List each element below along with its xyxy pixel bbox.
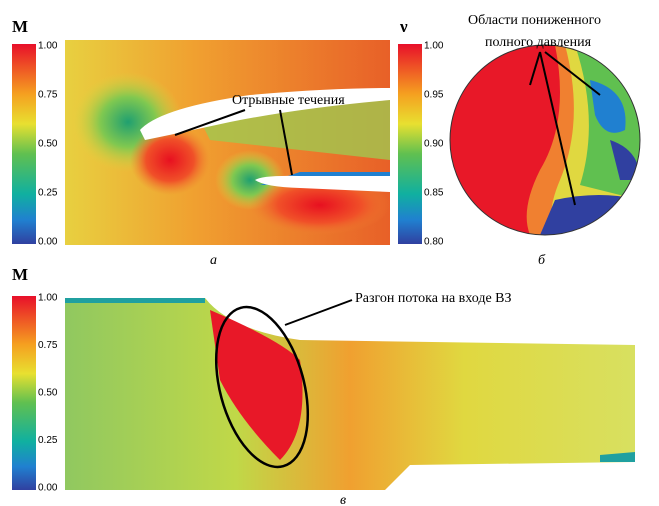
colorbar-tick-label: 0.80 (424, 237, 444, 248)
colorbar-tick-label: 0.75 (38, 340, 58, 351)
colorbar-tick-label: 0.00 (38, 483, 58, 494)
colorbar-title: M (12, 265, 28, 284)
colorbar-tick-label: 0.50 (38, 388, 58, 399)
colorbar-title: M (12, 17, 28, 36)
colorbar-tick-label: 0.95 (424, 90, 444, 101)
colorbar-tick-label: 0.75 (38, 90, 58, 101)
colorbar-tick-label: 1.00 (38, 293, 58, 304)
colorbar (12, 296, 36, 490)
colorbar-tick-label: 1.00 (38, 41, 58, 52)
colorbar-tick-label: 0.50 (38, 139, 58, 150)
colorbar (12, 44, 36, 244)
colorbar-tick-label: 0.90 (424, 139, 444, 150)
contour-plot (65, 298, 635, 490)
figure: M Отрывные течения а ν Области пониженно… (0, 0, 659, 506)
colorbar-tick-label: 0.25 (38, 188, 58, 199)
panel-label: а (210, 253, 217, 268)
annotation: полного давления (485, 35, 592, 50)
panel-label: б (538, 253, 546, 268)
colorbar-tick-label: 1.00 (424, 41, 444, 52)
annotation: Отрывные течения (232, 93, 345, 108)
colorbar-tick-label: 0.00 (38, 237, 58, 248)
annotation: Области пониженного (468, 13, 601, 28)
colorbar-title: ν (399, 17, 408, 36)
colorbar-tick-label: 0.25 (38, 435, 58, 446)
panel-label: в (340, 493, 346, 506)
annotation: Разгон потока на входе ВЗ (355, 291, 512, 306)
colorbar (398, 44, 422, 244)
colorbar-tick-label: 0.85 (424, 188, 444, 199)
arrow (285, 300, 352, 325)
